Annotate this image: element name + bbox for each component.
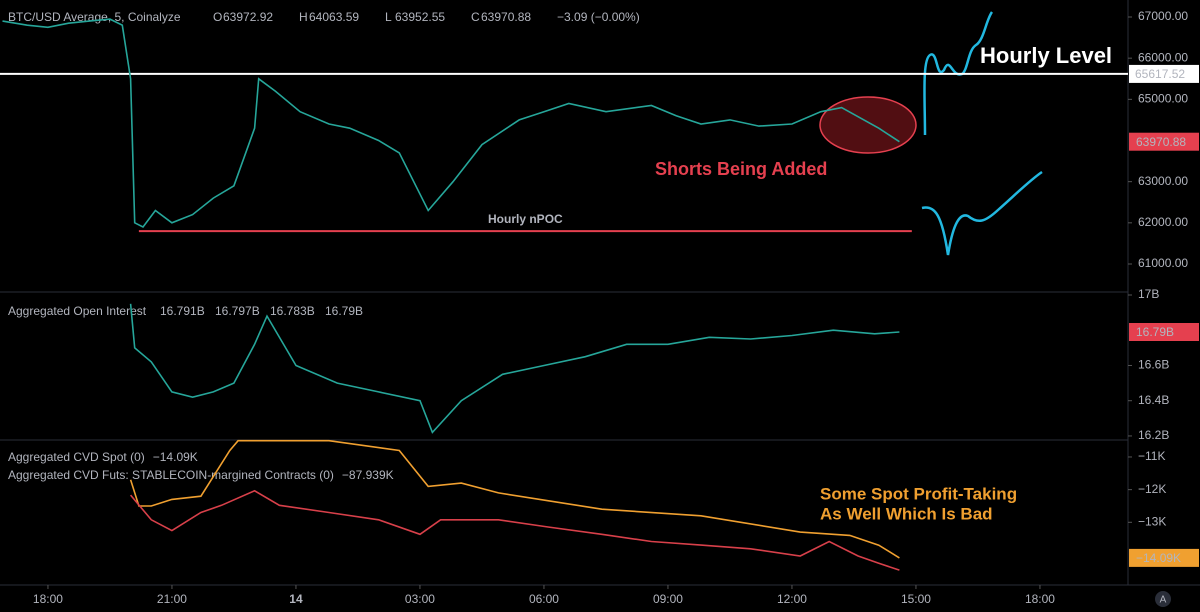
annotation: Hourly Level — [980, 43, 1112, 68]
legend-name: Aggregated CVD Spot (0) — [8, 450, 145, 464]
panel-title: Aggregated Open Interest — [8, 304, 147, 318]
annotation: As Well Which Is Bad — [820, 504, 993, 523]
level-label: Hourly nPOC — [488, 212, 563, 226]
highlight-ellipse — [819, 96, 917, 154]
panel-borders — [0, 0, 1200, 586]
y-tick-label: −13K — [1138, 514, 1166, 528]
ohlc-key: H — [299, 10, 308, 24]
y-tick-label: 63000.00 — [1138, 174, 1188, 188]
x-tick-label: 18:00 — [1025, 592, 1055, 606]
y-tick-label: 16.2B — [1138, 428, 1169, 442]
last-value-label: 16.79B — [1136, 325, 1174, 339]
x-tick-label: 15:00 — [901, 592, 931, 606]
legend-name: Aggregated CVD Futs: STABLECOIN-margined… — [8, 468, 334, 482]
y-tick-label: 65000.00 — [1138, 92, 1188, 106]
ohlc-value: 63972.92 — [223, 10, 273, 24]
readout: 16.791B — [160, 304, 205, 318]
last-value-badge — [1129, 322, 1199, 341]
last-value-badge — [1129, 548, 1199, 567]
scribble — [921, 170, 1043, 256]
price-badge — [1129, 64, 1199, 83]
y-tick-label: 67000.00 — [1138, 9, 1188, 23]
series-line — [129, 489, 900, 571]
auto-scale-label[interactable]: A — [1160, 595, 1167, 606]
y-tick-label: 16.6B — [1138, 358, 1169, 372]
y-tick-label: −12K — [1138, 482, 1166, 496]
ohlc-key: L — [385, 10, 392, 24]
chart-title: BTC/USD Average, 5, Coinalyze — [8, 10, 181, 24]
series-line — [2, 18, 900, 229]
annotation: Shorts Being Added — [655, 159, 827, 179]
scribble — [923, 11, 994, 136]
last-value-label: 63970.88 — [1136, 135, 1186, 149]
readout: 16.783B — [270, 304, 315, 318]
series-line — [129, 439, 900, 559]
ohlc-value: 63952.55 — [395, 10, 445, 24]
y-tick-label: −11K — [1138, 449, 1165, 463]
readout: 16.79B — [325, 304, 363, 318]
x-tick-label: 06:00 — [529, 592, 559, 606]
x-tick-label: 03:00 — [405, 592, 435, 606]
x-tick-label: 18:00 — [33, 592, 63, 606]
y-tick-label: 62000.00 — [1138, 215, 1188, 229]
series-line — [129, 303, 900, 434]
readout: 16.797B — [215, 304, 260, 318]
change: −3.09 (−0.00%) — [557, 10, 640, 24]
y-tick-label: 16.4B — [1138, 393, 1169, 407]
annotation: Some Spot Profit-Taking — [820, 484, 1017, 503]
ohlc-key: C — [471, 10, 480, 24]
y-tick-label: 66000.00 — [1138, 50, 1188, 64]
legend-value: −14.09K — [153, 450, 198, 464]
price-badge-label: 65617.52 — [1135, 67, 1185, 81]
x-tick-label: 21:00 — [157, 592, 187, 606]
x-tick-label: 09:00 — [653, 592, 683, 606]
ohlc-value: 64063.59 — [309, 10, 359, 24]
x-tick-label: 12:00 — [777, 592, 807, 606]
y-tick-label: 61000.00 — [1138, 256, 1188, 270]
legend-value: −87.939K — [342, 468, 394, 482]
last-value-label: −14.09K — [1136, 551, 1181, 565]
auto-scale-button[interactable] — [1155, 591, 1171, 607]
y-tick-label: 17B — [1138, 287, 1159, 301]
ohlc-value: 63970.88 — [481, 10, 531, 24]
last-value-badge — [1129, 132, 1199, 151]
x-tick-label: 14 — [289, 592, 303, 606]
ohlc-key: O — [213, 10, 222, 24]
